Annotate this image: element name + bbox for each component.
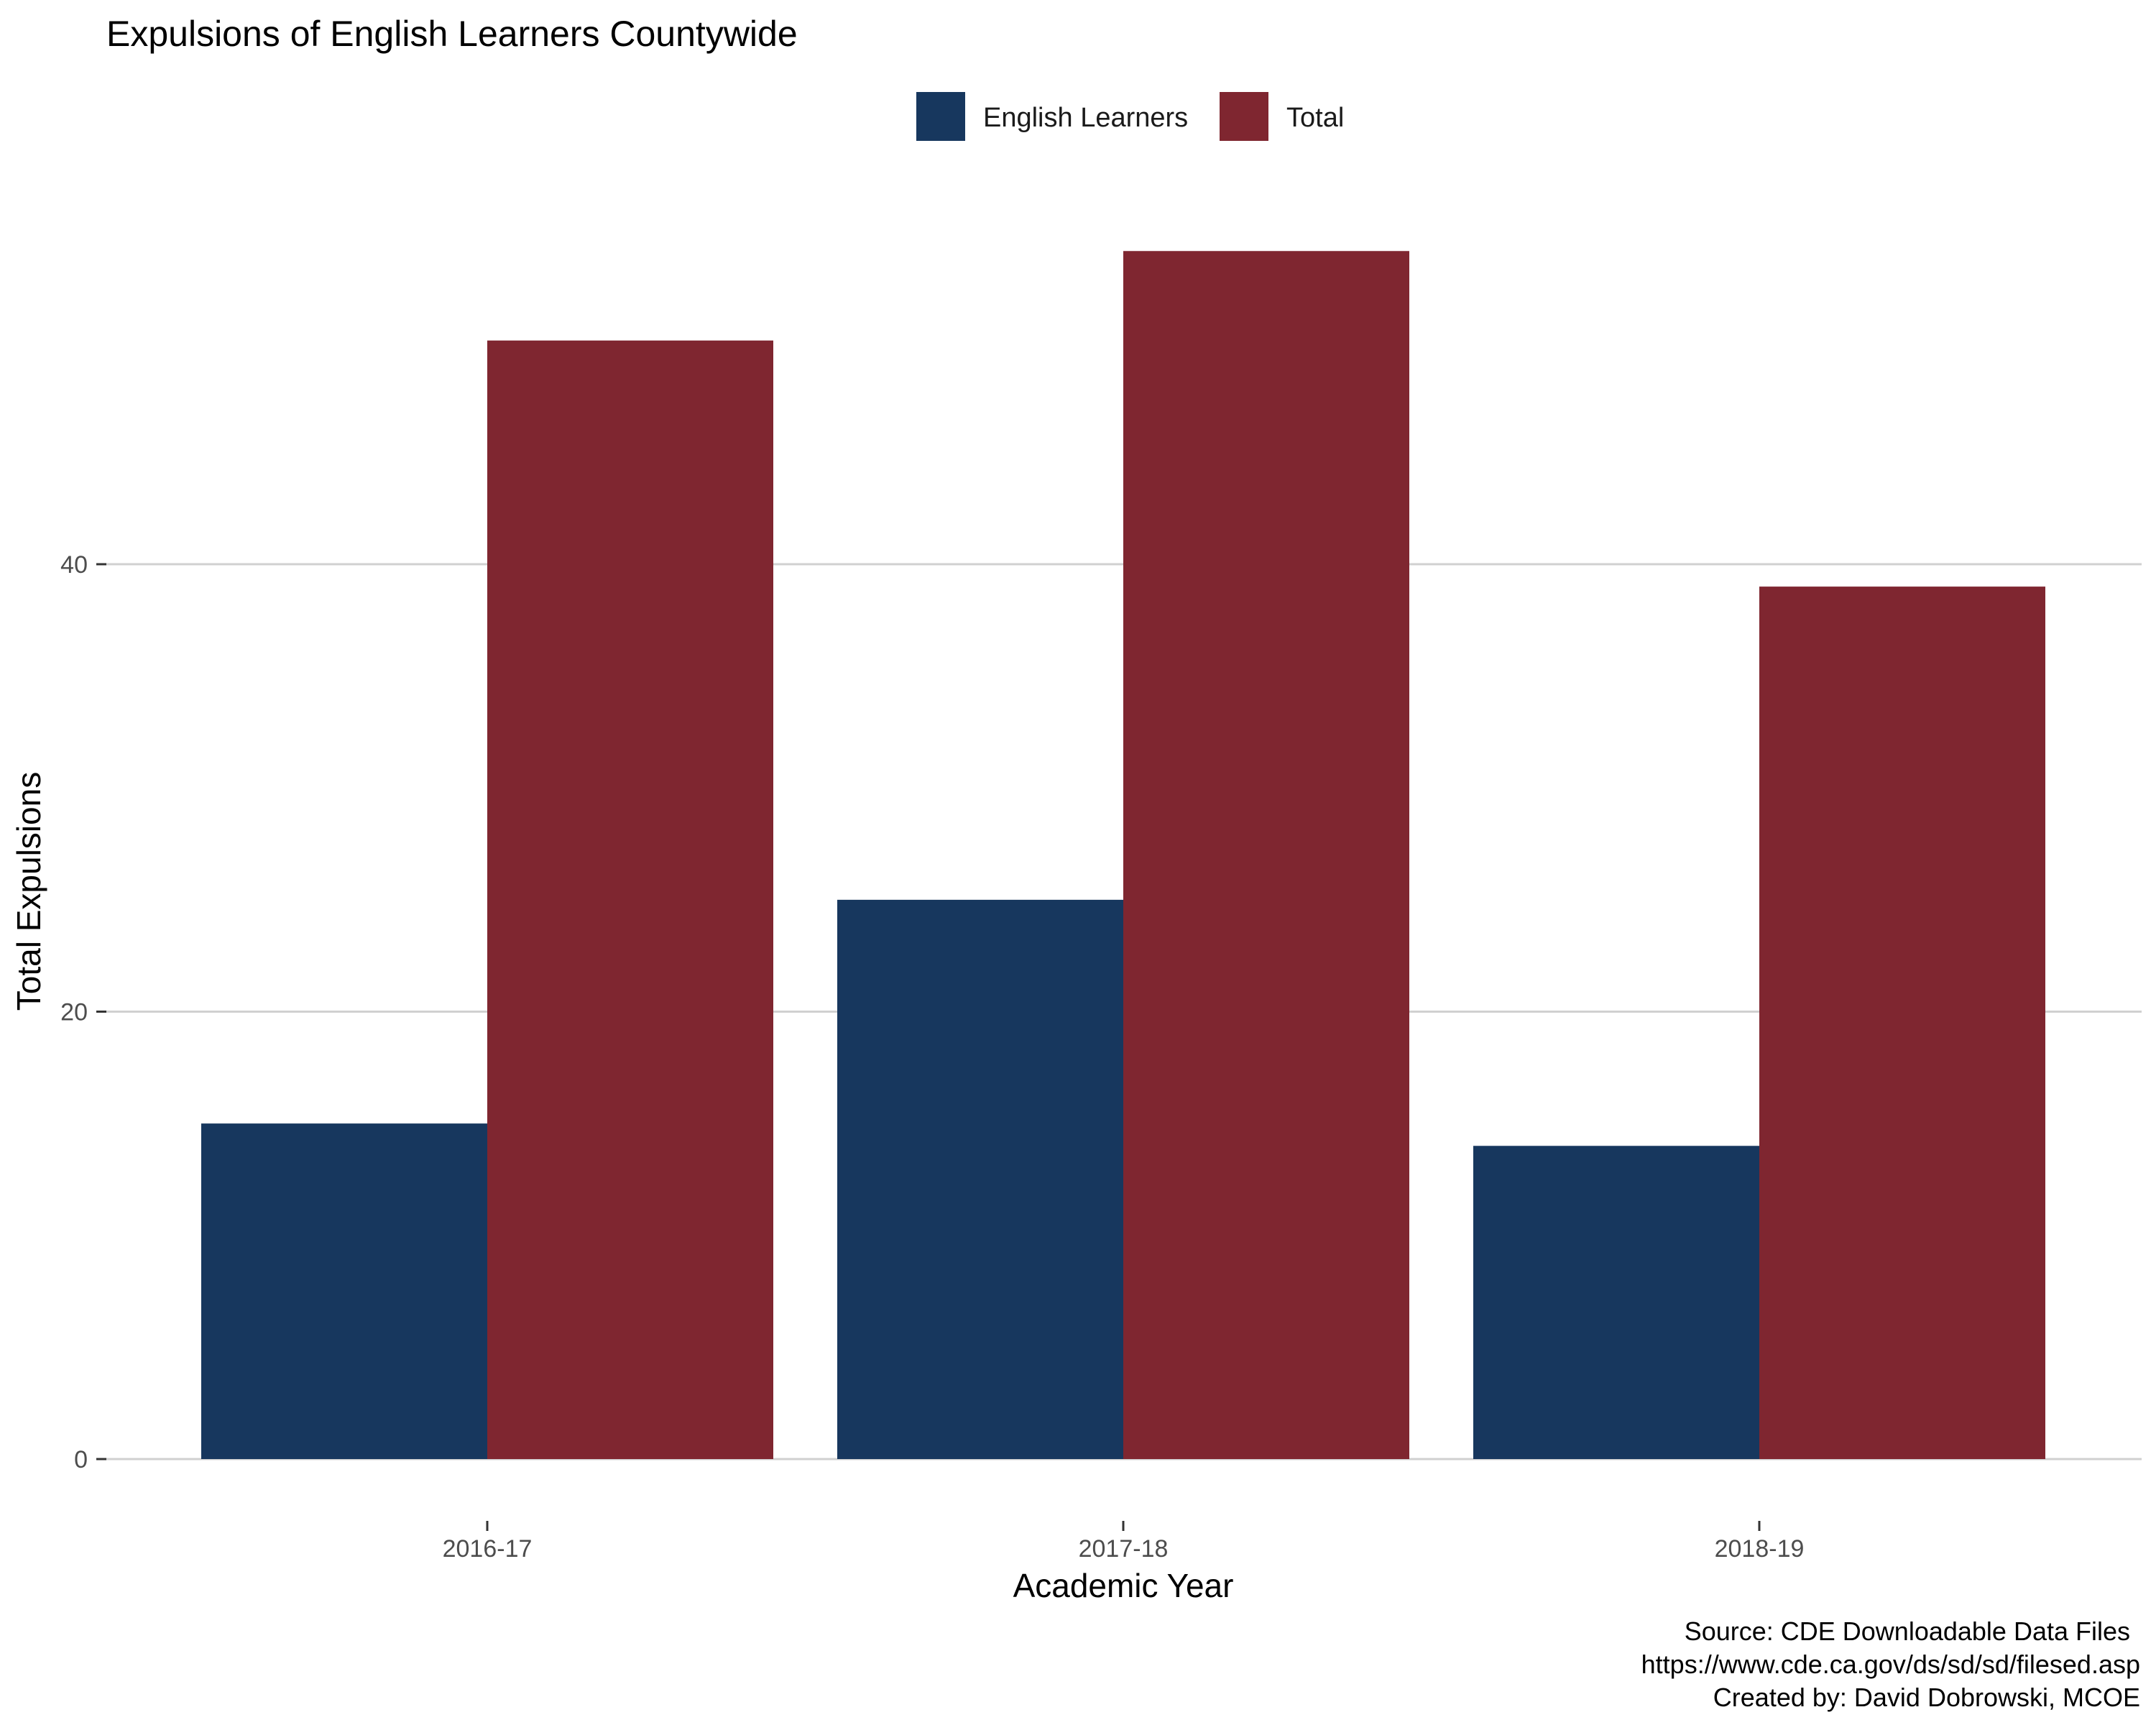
bar-english-learners-2016-17	[201, 1123, 487, 1459]
x-tick-label-2018-19: 2018-19	[1715, 1535, 1805, 1563]
bar-total-2017-18	[1123, 251, 1409, 1459]
chart-title: Expulsions of English Learners Countywid…	[106, 14, 798, 54]
caption-url: https://www.cde.ca.gov/ds/sd/sd/filesed.…	[1641, 1650, 2140, 1679]
x-axis-title: Academic Year	[1013, 1567, 1234, 1604]
bar-english-learners-2017-18	[837, 899, 1123, 1459]
x-axis: 2016-17 2017-18 2018-19	[443, 1521, 1805, 1563]
y-tick-label-20: 20	[60, 999, 88, 1026]
y-tick-label-40: 40	[60, 551, 88, 579]
legend: English Learners Total	[916, 92, 1344, 141]
x-tick-label-2016-17: 2016-17	[443, 1535, 533, 1563]
legend-swatch-english-learners	[916, 92, 965, 141]
caption-credit: Created by: David Dobrowski, MCOE	[1713, 1683, 2140, 1712]
y-axis: 0 20 40	[60, 551, 106, 1473]
legend-label-total: Total	[1286, 103, 1344, 133]
legend-swatch-total	[1220, 92, 1268, 141]
y-tick-label-0: 0	[74, 1446, 88, 1473]
bar-total-2016-17	[487, 340, 773, 1459]
bar-total-2018-19	[1759, 586, 2045, 1459]
y-axis-title: Total Expulsions	[10, 772, 47, 1011]
caption-source: Source: CDE Downloadable Data Files	[1685, 1616, 2130, 1646]
bars	[201, 251, 2045, 1459]
legend-label-english-learners: English Learners	[983, 103, 1188, 133]
bar-english-learners-2018-19	[1473, 1146, 1759, 1459]
x-tick-label-2017-18: 2017-18	[1079, 1535, 1169, 1563]
